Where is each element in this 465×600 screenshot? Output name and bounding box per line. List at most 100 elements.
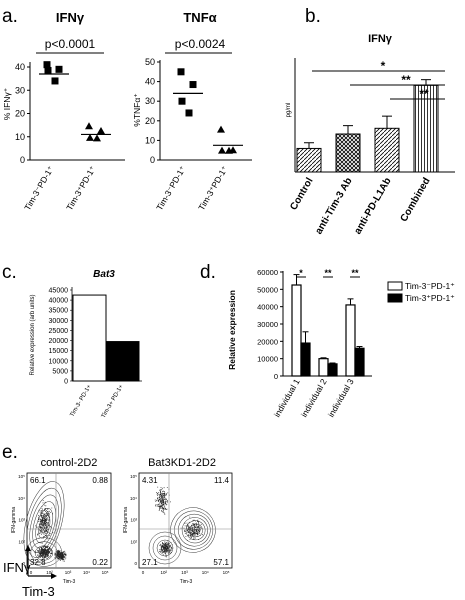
panel-e-flow-bat3kd-xtick-3: 10⁴ (202, 570, 209, 575)
panel-a-tnfa-ytick-label-1: 10 (145, 135, 155, 145)
panel-e-flow-control-contour-0-1 (41, 521, 48, 534)
panel-e-flow-control-contour-0-6 (26, 487, 62, 558)
panel-e-flow-bat3kd-xlabel: Tim-3 (180, 579, 193, 585)
panel-e-flow-control-ylabel: IFN-gamma (11, 507, 17, 534)
panel-d-ytick-label-0: 0 (274, 372, 278, 381)
panel-a-tnfa-point-1-2 (218, 146, 226, 154)
panel-b-category-1: Control (288, 176, 315, 212)
panel-a-ifng-point-0-0 (43, 61, 51, 69)
panel-e-flow-bat3kd-xtick-0: 0 (142, 570, 145, 575)
panel-e-flow-control: control-2D2 66.1 0.88 32.8 0.22 IFN-gamm… (11, 457, 112, 585)
panel-e-flow-control-contour-1-2 (34, 545, 54, 561)
panel-d-plot: Relative expression 0 10000 20000 30000 4000… (227, 268, 455, 419)
panel-b-bar-1 (335, 133, 361, 173)
panel-a-tnfa-point-1-0 (217, 125, 225, 133)
panel-c-ytick-label-2: 10000 (49, 358, 69, 365)
panel-b-category-2: anti-Tim-3 Ab (313, 176, 354, 236)
panel-d-legend-swatch-1 (387, 281, 403, 291)
panel-e-flow-control-xtick-3: 10⁴ (83, 570, 90, 575)
panel-c-ytick-label-6: 30000 (49, 318, 69, 325)
panel-e-flow-control-contour-0-7 (23, 481, 65, 563)
panel-e-flow-control-contour-1-3 (30, 541, 58, 564)
panel-d-category-3: individual 3 (326, 377, 356, 419)
panel-a-tnfa-ytick-label-2: 20 (145, 116, 155, 126)
panel-e-y-arrowhead (25, 545, 31, 551)
panel-e-flow-bat3kd-contour-1-4 (148, 531, 182, 565)
panel-e-flow-bat3kd-contour-1-3 (152, 535, 178, 561)
panel-c-ytick-label-3: 15000 (49, 348, 69, 355)
panel-e-flow-bat3kd-contour-0-2 (189, 523, 203, 538)
panel-d-legend-label-2: Tim-3⁺PD-1⁺ (405, 293, 455, 303)
panel-d-category-2: individual 2 (299, 377, 329, 419)
panel-c-label: c. (2, 262, 17, 283)
panel-b-bar-2 (374, 127, 400, 173)
panel-e-flow-bat3kd-contour-0-6 (174, 510, 214, 550)
panel-e-flow-control-events (34, 500, 67, 562)
panel-a-tnfa-title: TNFα (183, 10, 216, 25)
panel-e-flow-control-contour-1-1 (39, 549, 49, 558)
panel-b-category-4: Combined (399, 176, 433, 224)
panel-e-flow-bat3kd-xtick-4: 10⁵ (223, 570, 230, 575)
panel-a-ifng-pvalue: p<0.0001 (45, 37, 96, 51)
panel-b-sig-2: ** (401, 73, 411, 87)
panel-a-tnfa-category-2: Tim-3⁺PD-1⁺ (196, 164, 230, 212)
panel-a-tnfa-ytick-label-4: 40 (145, 77, 155, 87)
panel-d-sig-0: * (299, 268, 303, 278)
panel-d-bar-0-0 (291, 284, 302, 377)
panel-a-tnfa-ytick-label-3: 30 (145, 96, 155, 106)
panel-e-tim3-axis-label: Tim-3 (22, 584, 55, 599)
panel-e-flow-bat3kd-q-ll: 27.1 (142, 558, 158, 567)
panel-e-flow-bat3kd-q-ul: 4.31 (142, 476, 158, 485)
panel-e-flow-control-xtick-4: 10⁵ (102, 570, 109, 575)
panel-b-sig-3: ** (419, 87, 429, 101)
panel-e-flow-control-ytick-2: 10³ (18, 518, 25, 523)
panel-e-flow-control-q-ll: 32.8 (30, 558, 46, 567)
panel-d-ylabel: Relative expression (227, 290, 237, 370)
panel-d-bar-1-1 (327, 363, 338, 377)
panel-e-flow-bat3kd-contour-0-4 (181, 517, 208, 544)
panel-e-flow-bat3kd-ylabel: IFN-gamma (123, 507, 129, 534)
panel-e-flow-control-contour-1-4 (26, 537, 62, 567)
panel-a-tnfa-pvalue: p<0.0024 (175, 37, 226, 51)
panel-a-tnfa-plot: TNFα p<0.0024 %TNFα⁺ 0 10 20 30 40 50 Tim-3⁻P… (132, 10, 252, 212)
panel-e-flow-bat3kd-title: Bat3KD1-2D2 (148, 457, 216, 469)
panel-e-flow-control-contour-0-3 (35, 508, 54, 544)
panel-a-ifng-title: IFNγ (56, 10, 85, 25)
panel-b-title: IFNγ (368, 33, 393, 45)
panel-c-ytick-label-0: 0 (64, 379, 68, 386)
panel-a-ifng-plot: IFNγ p<0.0001 % IFNγ⁺ 0 10 20 30 40 Tim-3⁻PD… (2, 10, 125, 212)
panel-e-flow-control-xtick-0: 0 (30, 570, 33, 575)
panel-a-tnfa-ylabel: %TNFα⁺ (132, 93, 142, 126)
panel-d-ytick-label-3: 30000 (257, 320, 278, 329)
panel-a-ifng-ytick-label-2: 20 (15, 109, 25, 119)
panel-a-ifng-point-1-2 (86, 133, 94, 141)
panel-c-ytick-label-1: 5000 (52, 368, 68, 375)
panel-d-legend-swatch-2 (387, 293, 403, 303)
panel-e-flow-bat3kd-xtick-2: 10³ (181, 570, 188, 575)
panel-a-tnfa-ytick-label-5: 50 (145, 57, 155, 67)
panel-e-flow-bat3kd-events (154, 486, 203, 558)
panel-a-ifng-point-1-0 (85, 122, 93, 130)
panel-a-ifng-ytick-label-4: 40 (15, 62, 25, 72)
panel-c-title: Bat3 (93, 269, 115, 280)
panel-a-ifng-category-1: Tim-3⁻PD-1⁺ (22, 164, 56, 212)
panel-b-category-3: anti-PD-L1Ab (352, 176, 393, 236)
panel-d-sig-1: ** (324, 268, 332, 278)
panel-a-ifng-point-1-3 (93, 134, 101, 142)
panel-b-ylabel: pg/ml (286, 103, 292, 118)
panel-e-flow-bat3kd-ytick-2: 10³ (130, 518, 137, 523)
panel-c-category-2: Tim-3+ PD-1+ (101, 384, 125, 420)
panel-d-ytick-label-1: 10000 (257, 355, 278, 364)
panel-e-flow-control-ytick-3: 10⁴ (18, 496, 25, 501)
panel-a-tnfa-point-0-2 (178, 97, 186, 105)
panel-e-flow-control-q-lr: 0.22 (92, 558, 108, 567)
panel-a-label: a. (2, 6, 18, 27)
panel-e-flow-bat3kd-contour-0-5 (178, 513, 211, 547)
panel-e-flow-bat3kd-contour-0-3 (185, 520, 206, 541)
panel-a-ifng-point-0-2 (44, 66, 52, 74)
panel-e-flow-bat3kd: Bat3KD1-2D2 4.31 11.4 27.1 57.1 IFN-gamm… (123, 457, 233, 585)
panel-d-bar-1-2 (354, 347, 365, 377)
panel-e-flow-bat3kd-ytick-3: 10⁴ (130, 496, 137, 501)
panel-e-ifng-axis-label: IFNγ (3, 560, 31, 575)
panel-e-flow-control-ytick-1: 10² (18, 539, 25, 544)
